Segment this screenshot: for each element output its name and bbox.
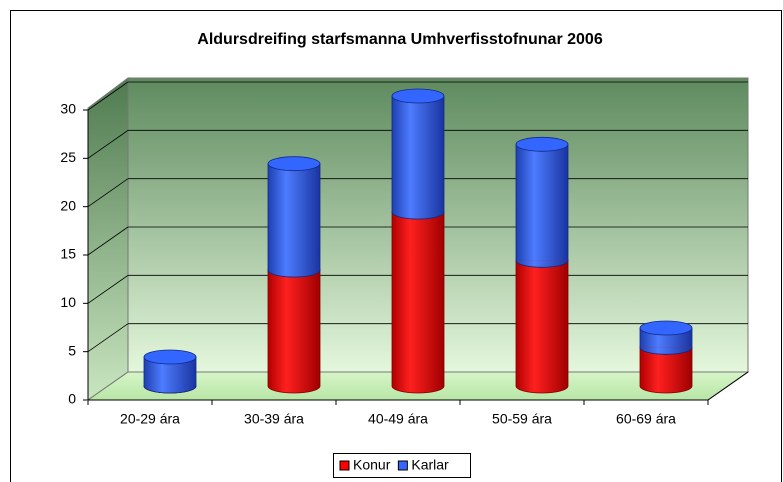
x-tick-label: 20-29 ára (120, 411, 180, 427)
legend: Konur Karlar (333, 453, 471, 478)
bar-bottom (639, 385, 693, 394)
frame (10, 10, 782, 482)
bar (516, 144, 568, 261)
grid-line (87, 130, 129, 159)
y-tick-label: 30 (60, 101, 76, 117)
bar (392, 96, 444, 212)
side-wall (87, 77, 129, 401)
x-axis-depth (707, 371, 749, 401)
bar-top (515, 136, 569, 152)
bar (268, 270, 320, 386)
x-tick-label: 30-39 ára (244, 411, 304, 427)
bar-bottom (515, 260, 569, 268)
y-tick-label: 15 (60, 246, 76, 262)
chart-title: Aldursdreifing starfsmanna Umhverfisstof… (197, 31, 603, 48)
legend-swatch (339, 460, 350, 471)
legend-swatch (397, 460, 408, 471)
bar-top (391, 88, 445, 104)
bar-bottom (639, 347, 693, 355)
legend-label: Konur (353, 457, 391, 473)
bar-bottom (143, 385, 197, 394)
bar-bottom (515, 385, 569, 394)
x-tick-label: 60-69 ára (616, 411, 676, 427)
bar-bottom (391, 385, 445, 394)
bar-bottom (391, 211, 445, 220)
bar (392, 212, 444, 386)
bar-top (143, 349, 197, 365)
bar (268, 163, 320, 270)
x-tick-label: 50-59 ára (492, 411, 552, 427)
x-tick-label: 40-49 ára (368, 411, 428, 427)
legend-label: Karlar (411, 457, 449, 473)
bar (516, 260, 568, 386)
grid-line (87, 323, 129, 352)
y-tick-label: 25 (60, 149, 76, 165)
bar-bottom (267, 269, 321, 278)
y-tick-label: 0 (68, 391, 76, 407)
grid-line (87, 226, 129, 256)
y-tick-label: 5 (68, 342, 76, 358)
grid-line (87, 275, 129, 304)
grid-line (87, 178, 129, 207)
grid-line (87, 81, 129, 111)
bar-top (639, 320, 693, 336)
y-tick-label: 10 (60, 294, 76, 310)
bar-top (267, 156, 321, 172)
y-tick-label: 20 (60, 197, 76, 213)
bar-bottom (267, 385, 321, 394)
